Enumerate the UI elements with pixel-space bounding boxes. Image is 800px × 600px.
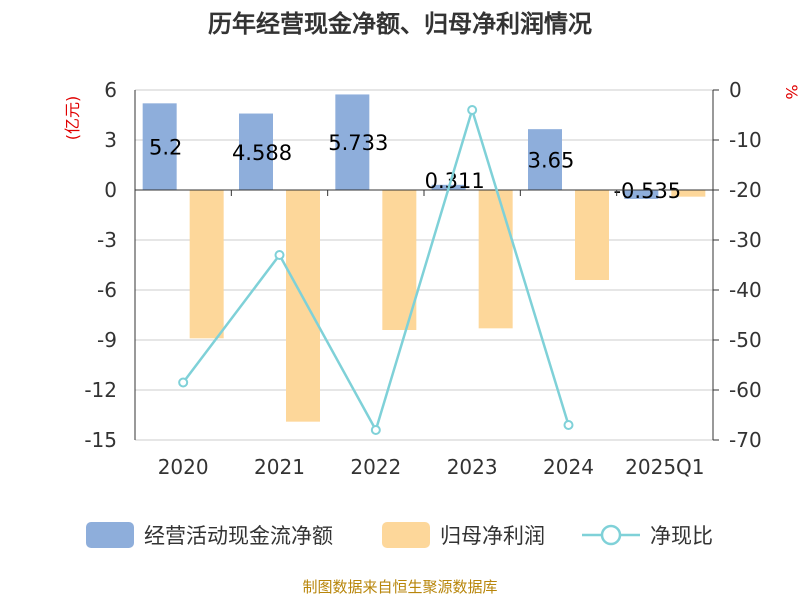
chart-title: 历年经营现金净额、归母净利润情况 [208, 10, 592, 38]
ratio-point [370, 425, 381, 435]
left-tick-label: -12 [84, 378, 117, 402]
legend-label-cashflow: 经营活动现金流净额 [144, 524, 333, 548]
x-tick-label: 2021 [254, 455, 305, 479]
left-tick-label: 3 [104, 128, 117, 152]
left-tick-label: -6 [97, 278, 117, 302]
right-tick-label: -30 [729, 228, 762, 252]
data-label-cashflow: 3.65 [528, 149, 575, 173]
bar-net-profit [671, 190, 706, 197]
bar-cashflow [528, 129, 562, 190]
legend-item-ratio[interactable]: 净现比 [582, 524, 713, 548]
bar-cashflow [624, 190, 659, 199]
legend: 经营活动现金流净额 归母净利润 净现比 [86, 522, 713, 548]
right-axis: 0 -10 -20 -30 -40 -50 -60 -70 [713, 78, 762, 452]
bar-net-profit [575, 190, 609, 280]
right-tick-label: -20 [729, 178, 762, 202]
right-tick-label: -60 [729, 378, 762, 402]
data-label-cashflow: 5.733 [328, 131, 388, 155]
source-note: 制图数据来自恒生聚源数据库 [302, 578, 497, 596]
x-tick-label: 2020 [158, 455, 209, 479]
left-tick-label: -3 [97, 228, 117, 252]
x-tick-label: 2024 [543, 455, 594, 479]
legend-swatch-profit [382, 522, 430, 548]
data-label-cashflow: 4.588 [232, 141, 292, 165]
left-tick-label: 6 [104, 78, 117, 102]
bar-cashflow [335, 94, 370, 190]
axes [134, 90, 714, 440]
ratio-point [274, 250, 285, 260]
right-axis-unit: % [782, 84, 800, 99]
legend-item-profit[interactable]: 归母净利润 [382, 522, 545, 548]
bar-net-profit [286, 190, 320, 422]
right-tick-label: -40 [729, 278, 762, 302]
ratio-point [467, 105, 478, 115]
right-tick-label: -10 [729, 128, 762, 152]
bar-labels: 5.2 4.588 5.733 0.311 3.65 -0.535 [149, 131, 681, 203]
ratio-point [178, 377, 189, 388]
legend-label-ratio: 净现比 [650, 524, 713, 548]
legend-item-cashflow[interactable]: 经营活动现金流净额 [86, 522, 333, 548]
grid-lines [135, 89, 713, 441]
bar-net-profit [382, 190, 417, 330]
left-tick-label: -9 [97, 328, 117, 352]
legend-label-profit: 归母净利润 [440, 524, 545, 548]
bars [142, 94, 706, 422]
left-tick-label: 0 [104, 178, 117, 202]
data-label-cashflow: 0.311 [425, 169, 485, 193]
legend-swatch-cashflow [86, 522, 134, 548]
legend-marker-ratio [600, 524, 622, 546]
data-label-cashflow: 5.2 [149, 136, 182, 160]
x-tick-label: 2022 [350, 455, 401, 479]
right-tick-label: 0 [729, 78, 742, 102]
bar-cashflow [142, 103, 177, 190]
ratio-line [178, 105, 574, 435]
left-axis: 6 3 0 -3 -6 -9 -12 -15 [84, 78, 117, 452]
bar-net-profit [478, 190, 513, 329]
right-tick-label: -70 [729, 428, 762, 452]
x-axis: 2020 2021 2022 2023 2024 2025Q1 [158, 455, 705, 479]
data-label-cashflow: -0.535 [613, 179, 681, 203]
x-tick-label: 2023 [447, 455, 498, 479]
right-tick-label: -50 [729, 328, 762, 352]
left-tick-label: -15 [84, 428, 117, 452]
x-tick-label: 2025Q1 [625, 455, 704, 479]
bar-cashflow [239, 113, 273, 190]
left-axis-unit: (亿元) [63, 96, 82, 141]
bar-net-profit [189, 190, 224, 339]
ratio-point [563, 420, 574, 430]
